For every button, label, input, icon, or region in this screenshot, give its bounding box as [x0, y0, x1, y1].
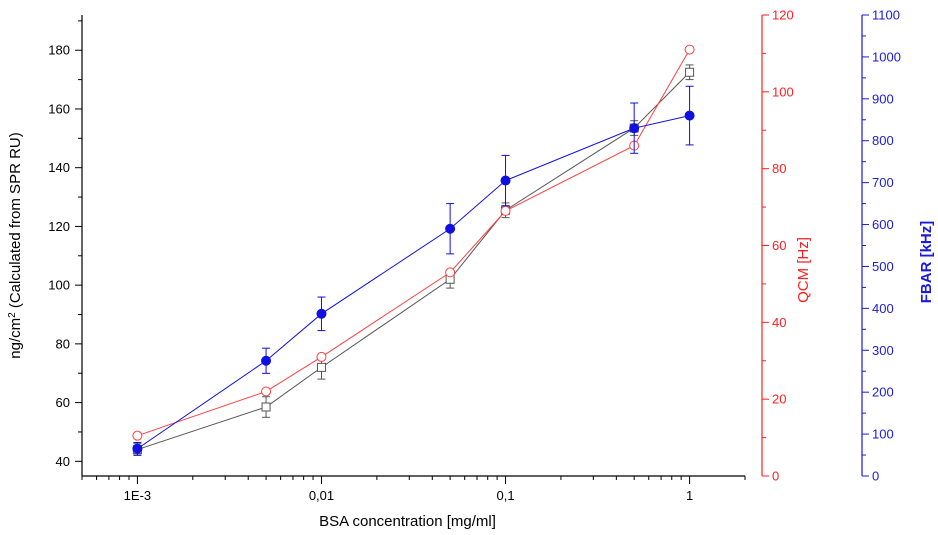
y-axis-qcm-tick-label: 0 [772, 469, 779, 484]
y-axis-qcm-tick-label: 20 [772, 392, 786, 407]
series-spr-point [261, 402, 271, 412]
series-qcm-point [316, 351, 327, 362]
y-axis-fbar-tick-label: 700 [872, 175, 894, 190]
y-axis-fbar-tick-label: 400 [872, 301, 894, 316]
y-axis-spr-title: ng/cm2 (Calculated from SPR RU) [7, 132, 25, 358]
y-axis-fbar-tick-label: 100 [872, 427, 894, 442]
y-axis-qcm-tick-label: 120 [772, 8, 794, 23]
x-tick-label: 1E-3 [124, 488, 151, 503]
y-axis-fbar-tick-label: 600 [872, 217, 894, 232]
series-fbar-point [500, 175, 511, 186]
y-axis-fbar-tick-label: 0 [872, 469, 879, 484]
x-axis-title: BSA concentration [mg/ml] [319, 513, 496, 530]
series-qcm-line [137, 49, 691, 437]
y-axis-fbar-tick-label: 300 [872, 343, 894, 358]
series-qcm-point [261, 386, 272, 397]
axes-layer: 1E-3 0,01 0,1 14060801001201401601800204060… [48, 8, 901, 504]
series-fbar-point [684, 110, 695, 121]
y-spr-tick-label: 80 [56, 336, 70, 351]
series-fbar-point [261, 355, 272, 366]
series-spr-point [316, 362, 326, 372]
y-axis-fbar-tick-label: 800 [872, 133, 894, 148]
series-fbar-point [445, 223, 456, 234]
y-spr-tick-label: 180 [48, 43, 70, 58]
text-layer: BSA concentration [mg/ml] ng/cm2 (Calcul… [7, 132, 936, 530]
series-qcm-point [684, 44, 695, 55]
series-spr-line [137, 71, 690, 451]
x-tick-label: 0,1 [496, 488, 514, 503]
y-axis-fbar-tick-label: 1100 [872, 8, 900, 23]
series-fbar-point [629, 123, 640, 134]
y-axis-qcm-tick-label: 60 [772, 238, 786, 253]
y-spr-tick-label: 120 [48, 219, 70, 234]
y-axis-fbar-tick-label: 1000 [872, 49, 901, 64]
series-qcm-point [500, 205, 511, 216]
y-spr-tick-label: 40 [56, 454, 70, 469]
y-axis-spr-title-prefix: ng/cm [7, 318, 24, 359]
y-axis-fbar-tick-label: 200 [872, 385, 894, 400]
series-fbar-line [137, 115, 690, 450]
y-axis-qcm-tick-label: 40 [772, 315, 786, 330]
series-qcm-point [445, 267, 456, 278]
y-axis-fbar-title: FBAR [kHz] [918, 221, 935, 304]
series-fbar-point [316, 308, 327, 319]
x-tick-label: 1 [686, 488, 693, 503]
y-spr-tick-label: 100 [48, 278, 70, 293]
y-spr-tick-label: 160 [48, 101, 70, 116]
y-axis-qcm-tick-label: 80 [772, 161, 786, 176]
series-layer [132, 44, 695, 456]
series-spr-point [685, 67, 695, 77]
y-axis-spr-title-sup: 2 [7, 312, 18, 318]
series-fbar-point [132, 443, 143, 454]
y-axis-spr-title-suffix: (Calculated from SPR RU) [7, 132, 24, 312]
y-axis-qcm-title: QCM [Hz] [795, 237, 812, 303]
y-axis-qcm-tick-label: 100 [772, 84, 794, 99]
x-tick-label: 0,01 [309, 488, 334, 503]
series-qcm-point [132, 430, 143, 441]
y-spr-tick-label: 60 [56, 395, 70, 410]
y-axis-fbar-tick-label: 500 [872, 259, 894, 274]
y-axis-fbar-tick-label: 900 [872, 91, 894, 106]
y-spr-tick-label: 140 [48, 160, 70, 175]
